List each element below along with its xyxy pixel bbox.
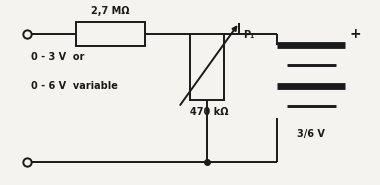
Text: 0 - 3 V  or: 0 - 3 V or: [31, 52, 84, 62]
Bar: [190, 34, 224, 100]
Text: 470 kΩ: 470 kΩ: [190, 107, 228, 117]
Text: 3/6 V: 3/6 V: [297, 129, 325, 139]
Text: 0 - 6 V  variable: 0 - 6 V variable: [31, 81, 118, 92]
Text: 2,7 MΩ: 2,7 MΩ: [91, 6, 130, 16]
Bar: [76, 22, 144, 46]
Text: P₁: P₁: [243, 30, 254, 40]
Text: +: +: [349, 27, 361, 41]
